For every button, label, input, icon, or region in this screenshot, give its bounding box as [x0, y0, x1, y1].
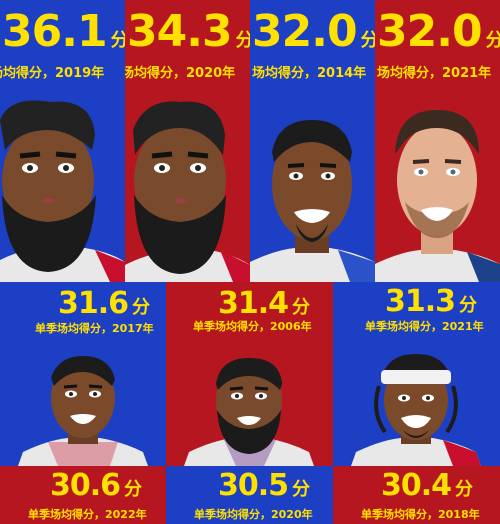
- top-panel-2: 34.3 分 场均得分，2020年: [125, 0, 250, 282]
- middle-score-1: 31.6 分: [58, 286, 151, 321]
- bottom-score-1: 30.6 分: [50, 468, 143, 503]
- middle-score-2: 31.4 分: [218, 286, 311, 321]
- bottom-caption-1: 单季场均得分，2022年: [28, 508, 147, 521]
- top-panel-1: 36.1 分 场均得分，2019年: [0, 0, 125, 282]
- middle-caption-3: 单季场均得分，2021年: [365, 320, 484, 333]
- top-panel-4: 32.0 分 场均得分，2021年: [375, 0, 500, 282]
- player-portrait-icon: [18, 354, 148, 466]
- bottom-panel-1: 30.6 分 单季场均得分，2022年: [0, 466, 166, 524]
- top-caption-1: 场均得分，2019年: [0, 66, 105, 81]
- bottom-caption-2: 单季场均得分，2020年: [194, 508, 313, 521]
- bearded-player-portrait-icon: [0, 100, 125, 282]
- middle-caption-1: 单季场均得分，2017年: [35, 322, 154, 335]
- top-score-1: 36.1 分: [2, 6, 125, 57]
- goateed-player-portrait-icon: [250, 112, 375, 282]
- middle-panel-1: 31.6 分 单季场均得分，2017年: [0, 282, 166, 466]
- middle-panel-3: 31.3 分 单季场均得分，2021年: [333, 282, 500, 466]
- bottom-panel-3: 30.4 分 单季场均得分，2018年: [333, 466, 500, 524]
- top-caption-3: 场均得分，2014年: [252, 66, 367, 81]
- player-portrait-icon: [375, 106, 500, 282]
- top-caption-2: 场均得分，2020年: [125, 66, 236, 81]
- middle-panel-2: 31.4 分 单季场均得分，2006年: [166, 282, 333, 466]
- top-score-2: 34.3 分: [127, 6, 250, 57]
- bottom-caption-3: 单季场均得分，2018年: [361, 508, 480, 521]
- bottom-score-2: 30.5 分: [218, 468, 311, 503]
- top-panel-3: 32.0 分 场均得分，2014年: [250, 0, 375, 282]
- bottom-score-3: 30.4 分: [381, 468, 474, 503]
- bearded-player-portrait-icon: [125, 100, 250, 282]
- bottom-panel-2: 30.5 分 单季场均得分，2020年: [166, 466, 333, 524]
- headband-player-portrait-icon: [351, 352, 481, 466]
- middle-caption-2: 单季场均得分，2006年: [193, 320, 312, 333]
- top-caption-4: 场均得分，2021年: [377, 66, 492, 81]
- top-score-4: 32.0 分: [377, 6, 500, 57]
- bearded-player-portrait-icon: [184, 354, 314, 466]
- middle-score-3: 31.3 分: [385, 284, 478, 319]
- top-score-3: 32.0 分: [252, 6, 375, 57]
